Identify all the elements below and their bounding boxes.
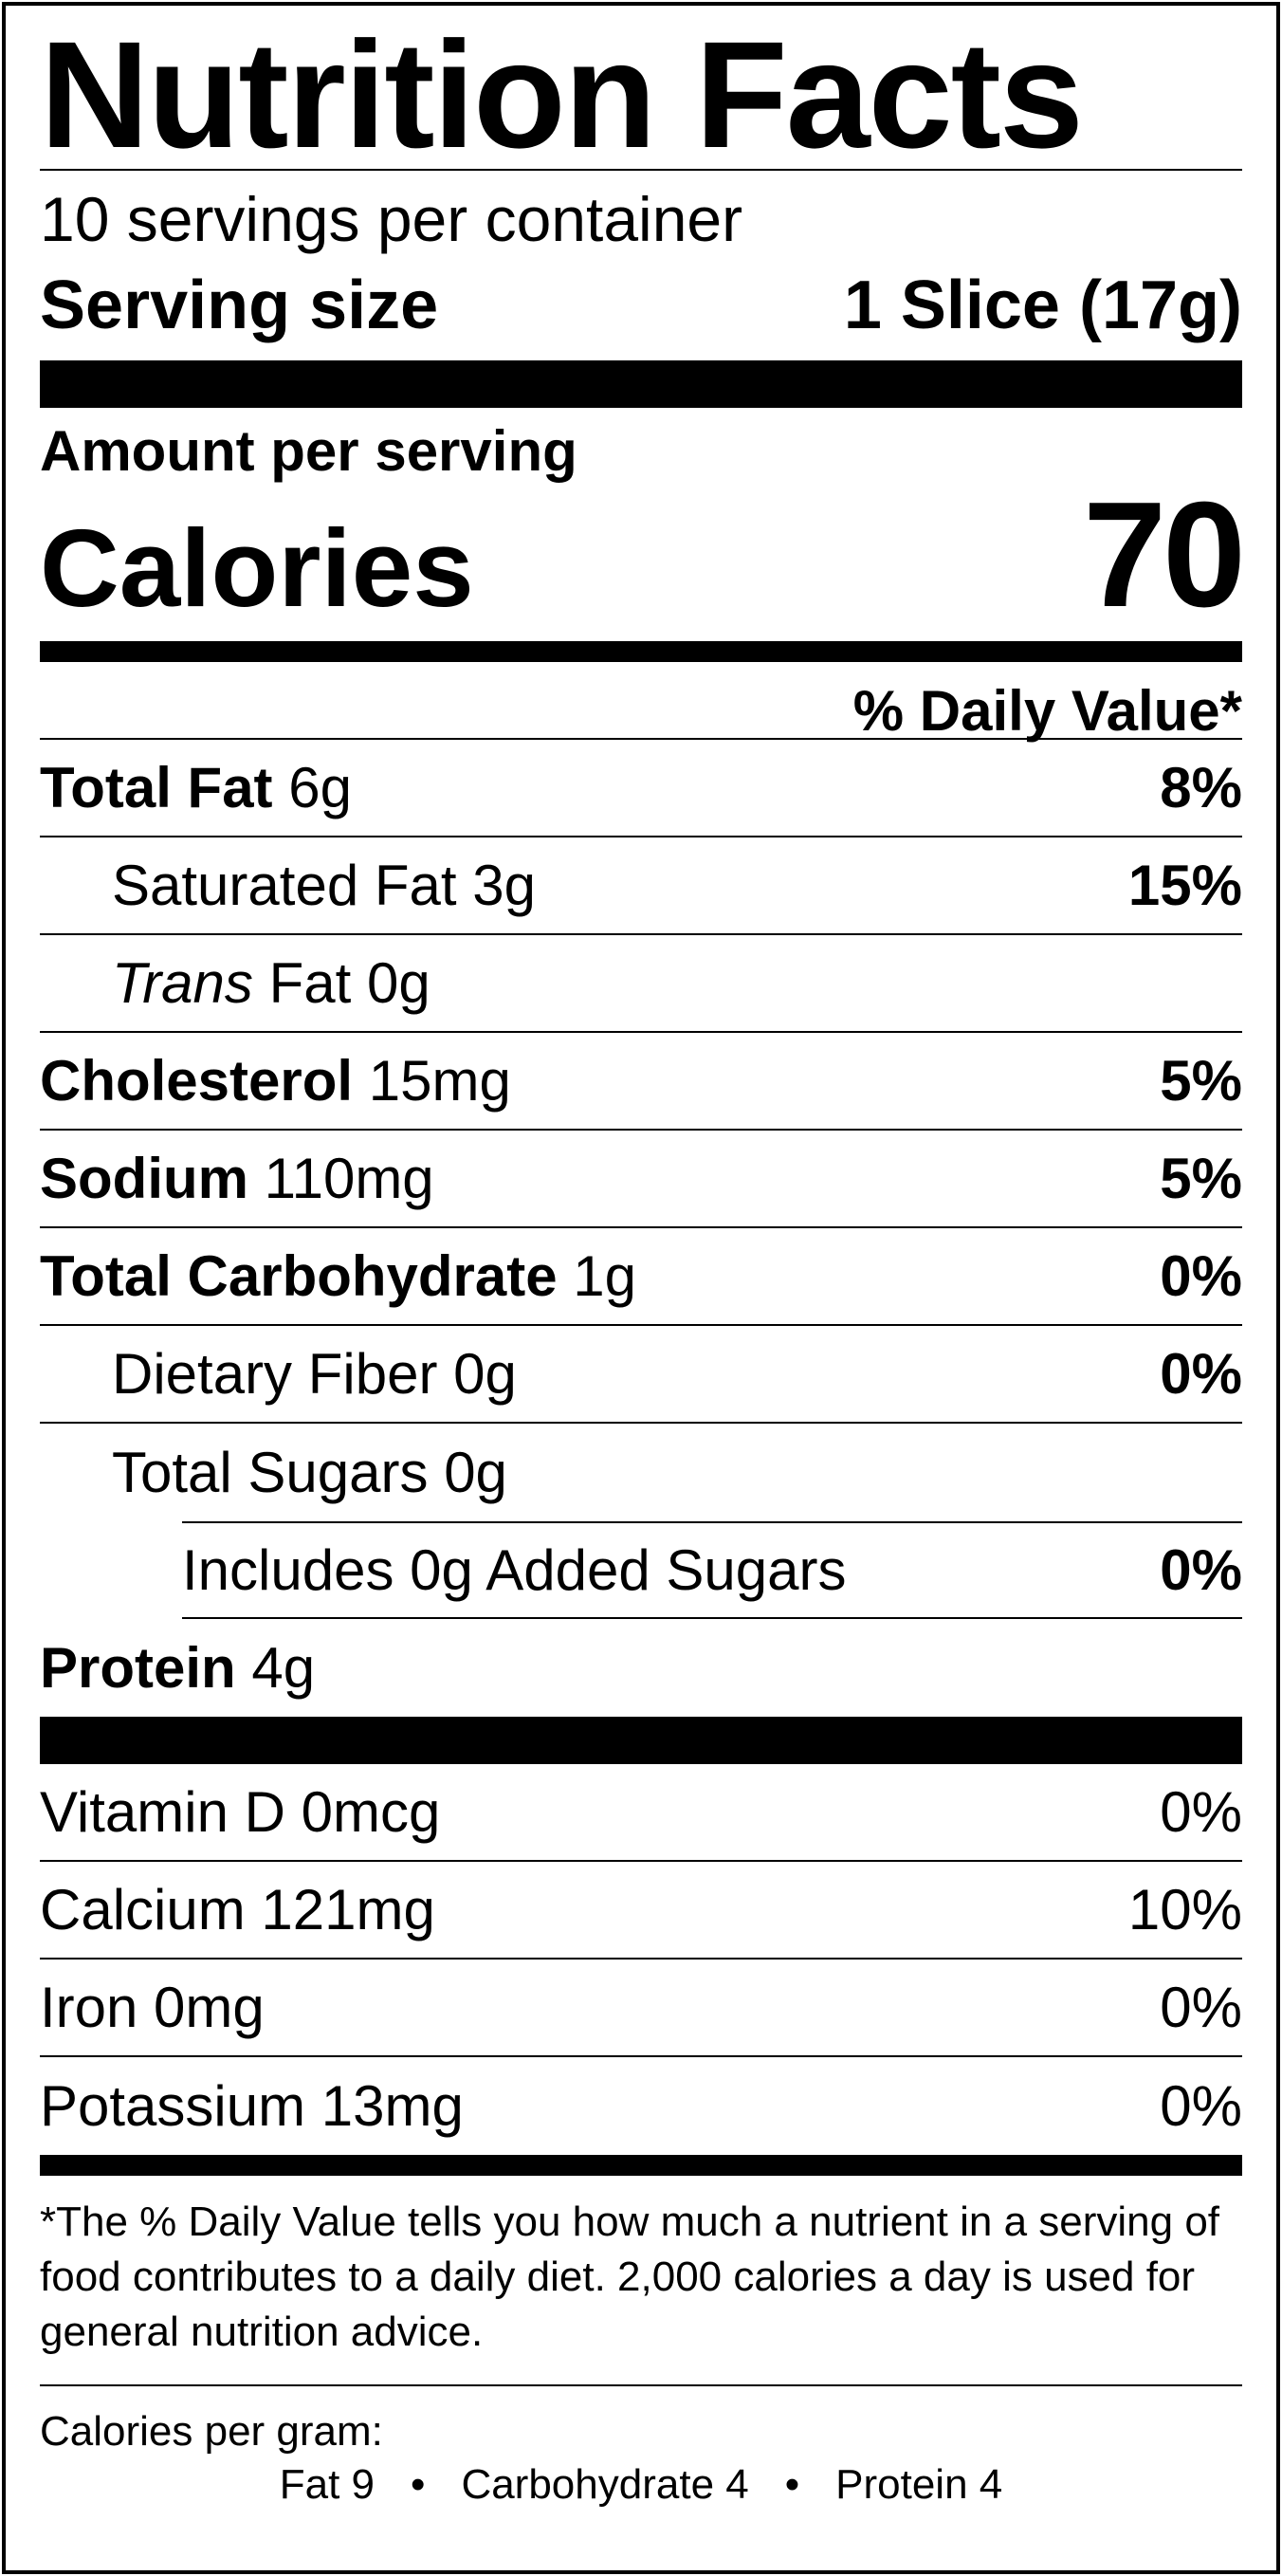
nutrient-amount: 110mg bbox=[264, 1146, 434, 1210]
nutrient-dv: 8% bbox=[1160, 755, 1242, 819]
cpg-carbohydrate: Carbohydrate 4 bbox=[461, 2461, 749, 2508]
thick-divider bbox=[40, 1717, 1242, 1764]
added-sugars-wrap: Includes 0g Added Sugars 0% bbox=[40, 1521, 1242, 1619]
nutrient-dv: 0% bbox=[1160, 1537, 1242, 1602]
vitamin-text: Calcium 121mg bbox=[40, 1877, 435, 1941]
vitamin-text: Iron 0mg bbox=[40, 1975, 265, 2039]
nutrient-row-sodium: Sodium 110mg 5% bbox=[40, 1131, 1242, 1228]
nutrient-name: Total Fat bbox=[40, 755, 273, 819]
vitamin-text: Vitamin D 0mcg bbox=[40, 1779, 441, 1844]
nutrient-row-total-fat: Total Fat 6g 8% bbox=[40, 740, 1242, 837]
nutrient-name: Total Carbohydrate bbox=[40, 1243, 558, 1308]
nutrient-row-cholesterol: Cholesterol 15mg 5% bbox=[40, 1033, 1242, 1131]
nutrient-dv: 5% bbox=[1160, 1048, 1242, 1113]
nutrient-dv: 0% bbox=[1160, 1341, 1242, 1406]
calories-row: Calories 70 bbox=[40, 471, 1246, 641]
calories-value: 70 bbox=[1083, 471, 1246, 638]
vitamin-row-potassium: Potassium 13mg 0% bbox=[40, 2057, 1242, 2155]
calories-per-gram-title: Calories per gram: bbox=[40, 2408, 383, 2455]
calories-label: Calories bbox=[40, 506, 474, 630]
amount-per-serving: Amount per serving bbox=[40, 419, 577, 483]
nutrient-row-total-sugars: Total Sugars 0g bbox=[40, 1424, 1242, 1521]
vitamin-row-iron: Iron 0mg 0% bbox=[40, 1960, 1242, 2057]
nutrient-text: Includes 0g Added Sugars bbox=[182, 1537, 847, 1602]
calories-per-gram-line: Fat 9 • Carbohydrate 4 • Protein 4 bbox=[40, 2464, 1242, 2506]
nutrient-dv: 5% bbox=[1160, 1146, 1242, 1210]
nutrient-name: Total Sugars bbox=[112, 1440, 429, 1504]
bullet-separator: • bbox=[411, 2461, 426, 2508]
nutrient-name: Fat bbox=[268, 950, 352, 1015]
nutrient-name-italic: Trans bbox=[112, 950, 253, 1015]
nutrient-row-protein: Protein 4g bbox=[40, 1619, 1242, 1717]
label-title: Nutrition Facts bbox=[40, 9, 1084, 179]
nutrient-amount: 0g bbox=[453, 1341, 517, 1406]
nutrient-amount: 0g bbox=[444, 1440, 507, 1504]
nutrient-row-added-sugars: Includes 0g Added Sugars 0% bbox=[182, 1521, 1242, 1619]
nutrient-name: Cholesterol bbox=[40, 1048, 354, 1113]
nutrient-amount: 15mg bbox=[368, 1048, 511, 1113]
medium-divider bbox=[40, 641, 1242, 662]
nutrient-name: Sodium bbox=[40, 1146, 248, 1210]
serving-size-value: 1 Slice (17g) bbox=[843, 267, 1242, 343]
nutrient-amount: 6g bbox=[288, 755, 352, 819]
cpg-fat: Fat 9 bbox=[279, 2461, 375, 2508]
nutrient-row-dietary-fiber: Dietary Fiber 0g 0% bbox=[40, 1326, 1242, 1424]
nutrient-amount: 0g bbox=[366, 950, 430, 1015]
nutrient-row-saturated-fat: Saturated Fat 3g 15% bbox=[40, 837, 1242, 935]
serving-size-label: Serving size bbox=[40, 267, 439, 343]
divider bbox=[40, 169, 1242, 171]
vitamin-text: Potassium 13mg bbox=[40, 2073, 464, 2138]
nutrient-row-total-carbohydrate: Total Carbohydrate 1g 0% bbox=[40, 1228, 1242, 1326]
divider bbox=[40, 2384, 1242, 2386]
nutrient-name: Dietary Fiber bbox=[112, 1341, 438, 1406]
vitamin-dv: 0% bbox=[1160, 1975, 1242, 2039]
servings-per-container: 10 servings per container bbox=[40, 184, 743, 254]
thick-divider bbox=[40, 360, 1242, 408]
serving-size-row: Serving size 1 Slice (17g) bbox=[40, 271, 1242, 360]
vitamin-dv: 10% bbox=[1127, 1877, 1242, 1941]
vitamin-dv: 0% bbox=[1160, 2073, 1242, 2138]
nutrient-name: Saturated Fat bbox=[112, 853, 457, 917]
medium-divider bbox=[40, 2155, 1242, 2176]
nutrient-dv: 0% bbox=[1160, 1243, 1242, 1308]
nutrient-row-trans-fat: Trans Fat 0g bbox=[40, 935, 1242, 1033]
vitamin-row-vitamin-d: Vitamin D 0mcg 0% bbox=[40, 1764, 1242, 1862]
daily-value-footnote: *The % Daily Value tells you how much a … bbox=[40, 2199, 1220, 2355]
nutrient-amount: 3g bbox=[472, 853, 536, 917]
vitamin-row-calcium: Calcium 121mg 10% bbox=[40, 1862, 1242, 1960]
nutrient-amount: 4g bbox=[251, 1635, 316, 1700]
bullet-separator: • bbox=[784, 2461, 800, 2508]
nutrient-amount: 1g bbox=[573, 1243, 637, 1308]
cpg-protein: Protein 4 bbox=[835, 2461, 1003, 2508]
nutrient-dv: 15% bbox=[1127, 853, 1242, 917]
vitamin-dv: 0% bbox=[1160, 1779, 1242, 1844]
nutrient-name: Protein bbox=[40, 1635, 236, 1700]
daily-value-header: % Daily Value* bbox=[40, 662, 1242, 740]
